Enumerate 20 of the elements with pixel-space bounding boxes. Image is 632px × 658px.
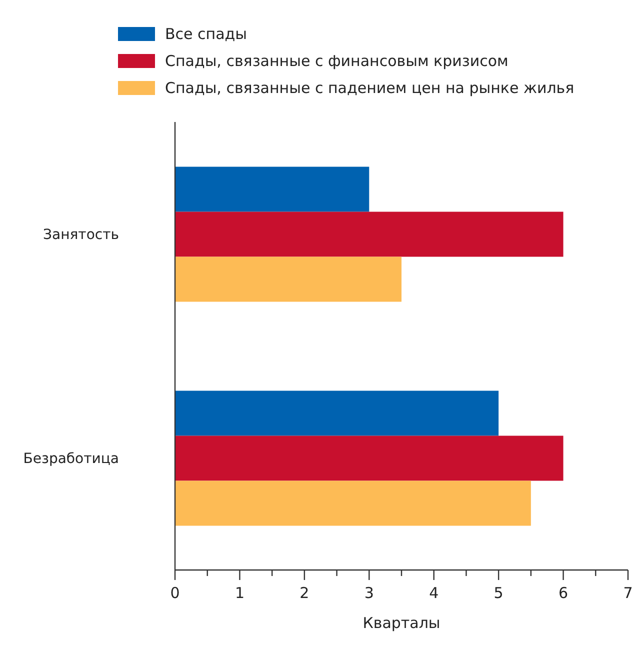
y-tick-label: Безработица — [23, 451, 119, 467]
legend-label: Спады, связанные с падением цен на рынке жилья — [165, 78, 574, 96]
x-tick-label: 0 — [170, 584, 180, 602]
x-tick-label: 4 — [429, 584, 439, 602]
x-axis-title: Кварталы — [362, 614, 440, 632]
x-tick-label: 1 — [234, 584, 244, 602]
x-tick-label: 6 — [558, 584, 568, 602]
bar — [175, 480, 531, 526]
bar — [175, 390, 499, 436]
legend-label: Спады, связанные с финансовым кризисом — [165, 52, 508, 70]
bar — [175, 212, 564, 257]
x-tick-label: 3 — [364, 584, 374, 602]
x-tick-label: 2 — [300, 584, 310, 602]
x-tick-label: 7 — [623, 584, 632, 602]
legend-label: Все спады — [165, 24, 247, 42]
x-tick-label: 5 — [494, 584, 504, 602]
bar — [175, 436, 564, 481]
y-tick-label: Занятость — [43, 227, 119, 243]
bar — [175, 256, 402, 302]
bar — [175, 166, 370, 212]
